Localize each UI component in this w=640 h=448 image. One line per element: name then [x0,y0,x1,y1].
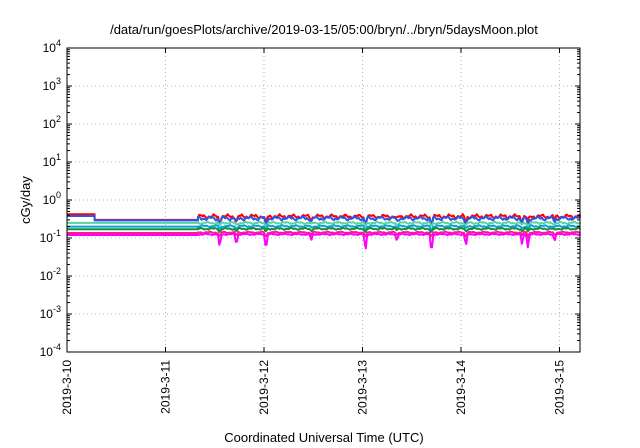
series-layer [67,213,581,250]
series-line-4 [67,224,581,231]
series-line-7 [67,232,581,250]
x-tick-label: 2019-3-15 [552,360,566,415]
x-tick-label: 2019-3-12 [257,360,271,415]
y-tick-label: 101 [43,152,61,169]
x-axis-label: Coordinated Universal Time (UTC) [224,430,423,445]
x-tick-label: 2019-3-11 [158,360,172,414]
y-tick-label: 102 [43,114,61,131]
y-axis-ticks: 10-4 10-3 10-2 10-1 100 101 102 103 104 [40,38,580,359]
y-tick-label: 10-3 [40,304,61,321]
y-tick-label: 100 [43,190,61,207]
y-axis-label: cGy/day [18,176,33,224]
x-tick-label: 2019-3-13 [355,360,369,415]
series-line-2 [67,215,581,227]
series-line-1 [67,213,581,226]
series-line-5 [67,226,581,233]
x-tick-label: 2019-3-10 [60,360,74,415]
series-line-3 [67,220,581,228]
x-tick-label: 2019-3-14 [454,360,468,415]
grid-lines [67,48,580,352]
y-tick-label: 103 [43,76,61,93]
y-tick-label: 104 [43,38,61,55]
y-tick-label: 10-1 [40,228,61,245]
y-tick-label: 10-4 [40,342,61,359]
y-tick-label: 10-2 [40,266,61,283]
x-axis-ticks: 2019-3-10 2019-3-11 2019-3-12 2019-3-13 2019… [60,48,566,415]
chart-title: /data/run/goesPlots/archive/2019-03-15/0… [110,22,538,37]
